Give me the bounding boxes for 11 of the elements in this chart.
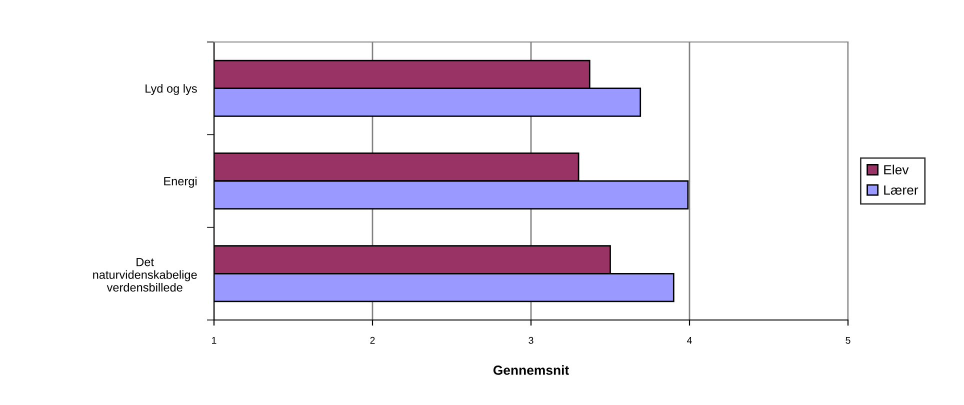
legend-label: Elev bbox=[884, 164, 909, 174]
y-tick-label: Det naturvidenskabelige verdensbillede bbox=[93, 258, 197, 292]
x-axis-title: Gennemsnit bbox=[493, 365, 569, 375]
x-tick-label: 5 bbox=[846, 337, 850, 344]
x-tick-label: 4 bbox=[687, 337, 692, 344]
x-tick-label: 2 bbox=[370, 336, 375, 344]
y-tick-label: Energi bbox=[164, 176, 197, 188]
y-tick-label: Lyd og lys bbox=[146, 84, 197, 96]
legend-label: Lærer bbox=[884, 186, 918, 195]
x-tick-label: 3 bbox=[528, 336, 534, 344]
x-tick-label: 1 bbox=[212, 337, 216, 344]
